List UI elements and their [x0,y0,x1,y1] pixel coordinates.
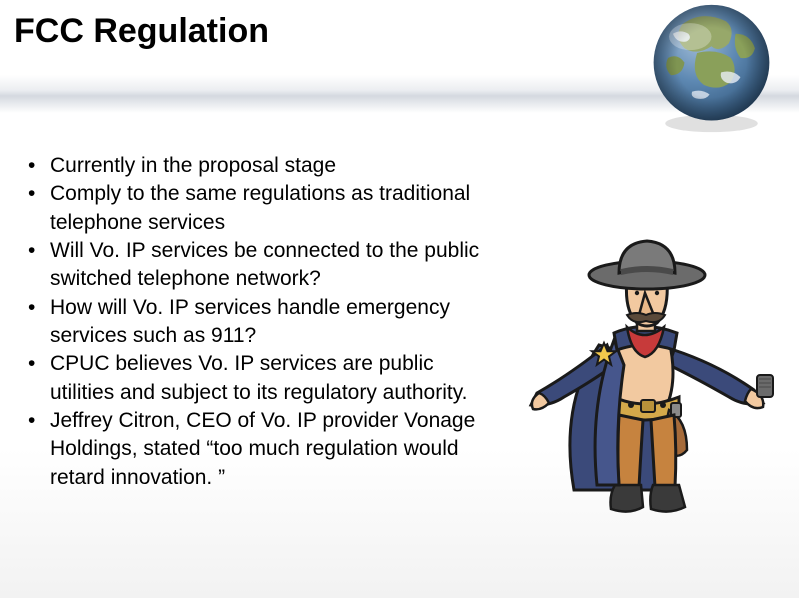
bullet-text: Currently in the proposal stage [50,154,336,177]
bullet-list: Currently in the proposal stage Comply t… [22,152,482,492]
bullet-text: CPUC believes Vo. IP services are public… [50,352,468,403]
bullet-item: Comply to the same regulations as tradit… [22,180,482,237]
bullet-text: Jeffrey Citron, CEO of Vo. IP provider V… [50,409,475,489]
bullet-item: Currently in the proposal stage [22,152,482,180]
bullet-item: Will Vo. IP services be connected to the… [22,237,482,294]
bullet-text: Comply to the same regulations as tradit… [50,182,470,233]
globe-icon [644,0,779,135]
slide: FCC Regulation Currently in [0,0,799,598]
bullet-item: How will Vo. IP services handle emergenc… [22,294,482,351]
bullet-item: CPUC believes Vo. IP services are public… [22,350,482,407]
bullet-text: Will Vo. IP services be connected to the… [50,239,479,290]
bullet-text: How will Vo. IP services handle emergenc… [50,296,450,347]
sheriff-clipart [519,225,779,525]
slide-title: FCC Regulation [14,12,269,51]
bullet-item: Jeffrey Citron, CEO of Vo. IP provider V… [22,407,482,492]
